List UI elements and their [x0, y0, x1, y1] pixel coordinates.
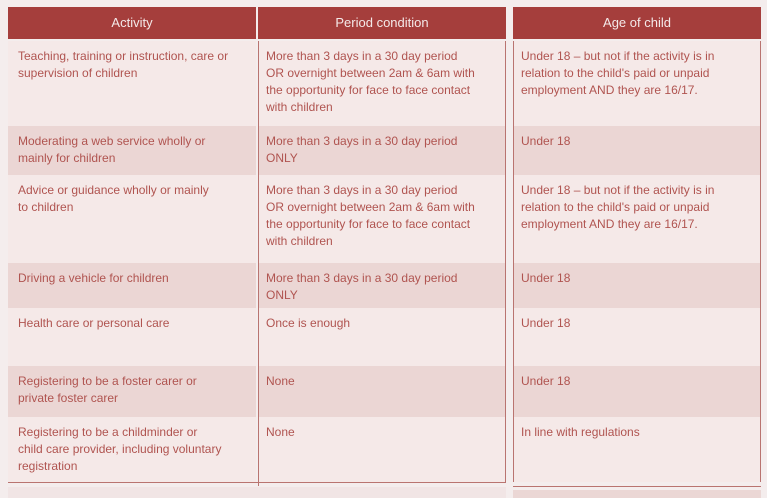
table-row: Advice or guidance wholly or mainly to c…	[8, 175, 761, 263]
age-of-child-cell: Under 18	[513, 308, 761, 366]
table-row: Health care or personal care Once is eno…	[8, 308, 761, 366]
column-header-activity: Activity	[8, 7, 256, 39]
regulated-activity-table: Activity Period condition Age of child T…	[8, 7, 761, 482]
age-of-child-cell: Under 18	[513, 263, 761, 308]
period-condition-cell: None	[258, 366, 506, 417]
activity-cell: Registering to be a childminder or child…	[8, 417, 256, 482]
table-row: Registering to be a childminder or child…	[8, 417, 761, 482]
table-bottom-rule-right	[513, 486, 761, 487]
column-rule-tick	[258, 478, 259, 486]
age-of-child-cell: In line with regulations	[513, 417, 761, 482]
table-bottom-rule-left	[8, 482, 506, 483]
column-header-period-condition: Period condition	[258, 7, 506, 39]
table-row: Driving a vehicle for children More than…	[8, 263, 761, 308]
table-header-row: Activity Period condition Age of child	[8, 7, 761, 39]
period-condition-cell: More than 3 days in a 30 day period OR o…	[258, 41, 506, 126]
activity-cell: Health care or personal care	[8, 308, 256, 366]
period-condition-cell: None	[258, 417, 506, 482]
activity-cell: Moderating a web service wholly or mainl…	[8, 126, 256, 175]
period-condition-cell: More than 3 days in a 30 day period OR o…	[258, 175, 506, 263]
column-header-age-of-child: Age of child	[513, 7, 761, 39]
activity-cell: Driving a vehicle for children	[8, 263, 256, 308]
next-row-partial-strip	[513, 490, 761, 498]
table-row: Moderating a web service wholly or mainl…	[8, 126, 761, 175]
period-condition-cell: More than 3 days in a 30 day period ONLY	[258, 263, 506, 308]
age-of-child-cell: Under 18	[513, 366, 761, 417]
age-of-child-cell: Under 18 – but not if the activity is in…	[513, 41, 761, 126]
period-condition-cell: Once is enough	[258, 308, 506, 366]
next-row-partial-strip	[8, 487, 506, 498]
age-of-child-cell: Under 18 – but not if the activity is in…	[513, 175, 761, 263]
activity-cell: Registering to be a foster carer or priv…	[8, 366, 256, 417]
period-condition-cell: More than 3 days in a 30 day period ONLY	[258, 126, 506, 175]
activity-cell: Teaching, training or instruction, care …	[8, 41, 256, 126]
activity-cell: Advice or guidance wholly or mainly to c…	[8, 175, 256, 263]
table-row: Registering to be a foster carer or priv…	[8, 366, 761, 417]
table-row: Teaching, training or instruction, care …	[8, 41, 761, 126]
age-of-child-cell: Under 18	[513, 126, 761, 175]
